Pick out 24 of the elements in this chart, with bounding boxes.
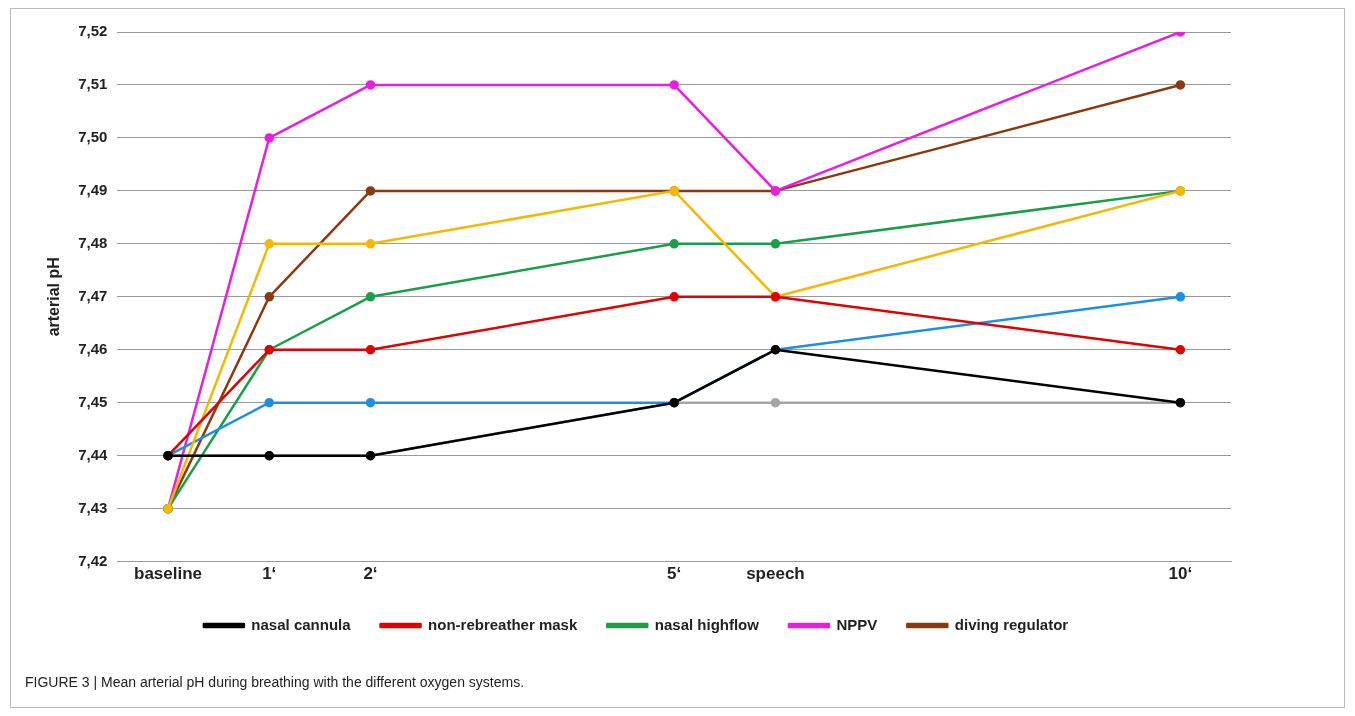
legend-label: nasal highflow xyxy=(654,615,760,633)
x-tick-label: 5‘ xyxy=(667,564,682,584)
legend-label: non-rebreather mask xyxy=(428,615,578,633)
x-tick-label: 1‘ xyxy=(262,564,277,584)
x-tick-label: 10‘ xyxy=(1168,564,1193,584)
y-tick-label: 7,51 xyxy=(78,75,108,93)
x-tick-label: speech xyxy=(746,564,805,584)
y-axis-title: arterial pH xyxy=(45,257,63,337)
y-tick-label: 7,46 xyxy=(78,339,108,357)
legend-label: NPPV xyxy=(836,615,878,633)
caption: FIGURE 3 | Mean arterial pH during breathing with the different oxygen systems. xyxy=(25,674,525,690)
legend-label: diving regulator xyxy=(954,615,1069,633)
y-tick-label: 7,50 xyxy=(78,128,108,146)
y-tick-label: 7,48 xyxy=(78,233,108,251)
x-tick-label: baseline xyxy=(133,564,203,584)
y-tick-label: 7,49 xyxy=(78,181,108,199)
y-tick-label: 7,42 xyxy=(78,551,108,569)
y-tick-label: 7,47 xyxy=(78,286,108,304)
y-tick-label: 7,43 xyxy=(78,498,108,516)
y-tick-label: 7,45 xyxy=(78,392,108,410)
legend-label: nasal cannula xyxy=(251,615,352,633)
x-tick-label: 2‘ xyxy=(363,564,378,584)
y-tick-label: 7,44 xyxy=(78,445,109,463)
y-tick-label: 7,52 xyxy=(78,22,108,40)
